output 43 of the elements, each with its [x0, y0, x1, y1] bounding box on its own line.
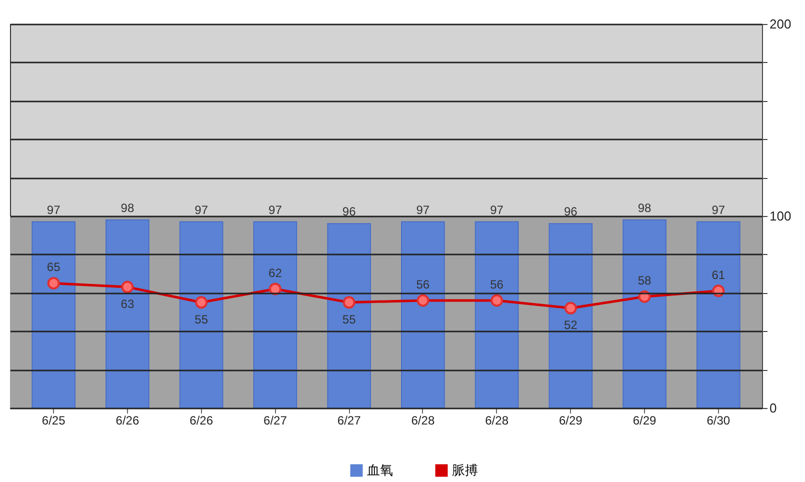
- x-tick-label: 6/28: [485, 414, 509, 428]
- x-tick-label: 6/27: [264, 414, 288, 428]
- data-label: 56: [416, 277, 430, 292]
- y-tick-label: 0: [770, 400, 777, 416]
- data-label: 63: [120, 297, 134, 312]
- x-tick-label: 6/27: [337, 414, 362, 428]
- data-label: 97: [712, 202, 726, 217]
- data-label: 97: [194, 202, 208, 217]
- point: [342, 296, 356, 309]
- data-label: 55: [342, 312, 356, 326]
- data-label: 98: [638, 200, 652, 215]
- y-tick-label: 200: [770, 16, 792, 32]
- point: [564, 302, 577, 314]
- data-label: 58: [638, 274, 652, 288]
- legend-label: 血氧: [367, 464, 393, 479]
- data-label: 96: [342, 204, 356, 219]
- data-label: 97: [268, 202, 282, 217]
- point: [416, 294, 430, 307]
- point: [47, 276, 60, 290]
- point: [195, 296, 208, 309]
- x-tick-label: 6/26: [116, 414, 140, 428]
- data-label: 97: [46, 202, 61, 217]
- point: [268, 282, 282, 296]
- legend-label: 脈搏: [452, 464, 478, 479]
- data-label: 61: [712, 268, 726, 282]
- point: [121, 280, 134, 294]
- x-tick-label: 6/29: [558, 414, 583, 428]
- data-label: 62: [268, 266, 282, 280]
- x-tick-label: 6/29: [632, 414, 657, 428]
- x-tick-label: 6/26: [190, 414, 214, 428]
- y-tick-label: 100: [770, 208, 792, 224]
- data-label: 98: [120, 200, 134, 215]
- x-tick-label: 6/28: [411, 414, 435, 428]
- data-label: 55: [194, 312, 208, 326]
- x-tick-label: 6/25: [42, 414, 66, 428]
- x-tick-label: 6/30: [706, 414, 730, 428]
- data-label: 65: [46, 260, 61, 274]
- data-label: 97: [490, 202, 504, 217]
- data-label: 97: [416, 202, 430, 217]
- data-label: 56: [490, 277, 504, 292]
- data-label: 52: [564, 318, 578, 332]
- point: [490, 294, 504, 307]
- data-label: 96: [564, 204, 578, 219]
